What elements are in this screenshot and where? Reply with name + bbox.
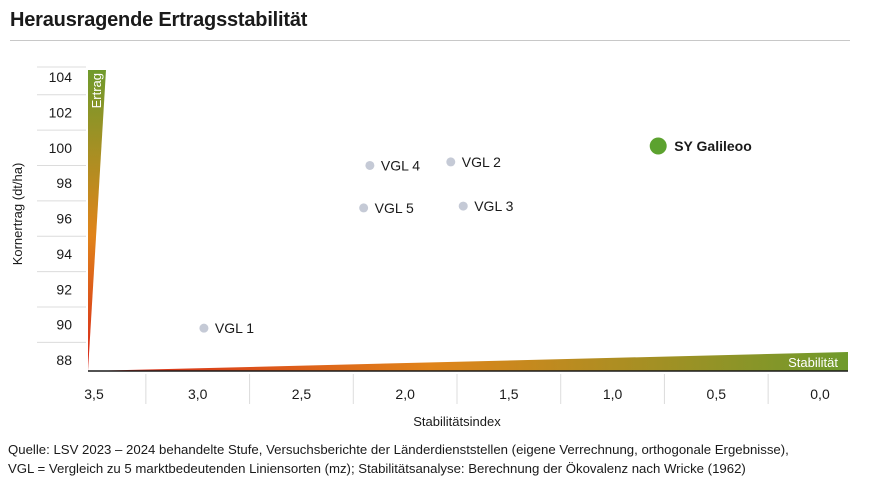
y-tick-label: 102	[49, 104, 73, 120]
y-tick-label: 100	[49, 140, 73, 156]
x-tick-label: 0,0	[810, 386, 830, 402]
data-point-label: VGL 3	[474, 198, 513, 214]
data-point-label: VGL 2	[462, 154, 501, 170]
x-tick-label: 3,5	[84, 386, 104, 402]
y-axis-ticks: 88 90 92 94 96 98 100 102 104	[37, 66, 86, 368]
x-axis-ticks: 3,5 3,0 2,5 2,0 1,5 1,0 0,5 0,0	[84, 374, 830, 404]
y-axis-label: Kornertrag (dt/ha)	[10, 163, 25, 266]
data-points: SY Galileoo VGL 4 VGL 2 VGL 5 VGL 3 VGL 1	[199, 137, 752, 336]
data-point-marker	[199, 323, 209, 333]
y-tick-label: 104	[49, 69, 73, 85]
data-point-marker	[359, 203, 369, 213]
y-tick-label: 94	[56, 246, 72, 262]
x-tick-label: 1,5	[499, 386, 519, 402]
x-tick-label: 2,5	[292, 386, 312, 402]
y-tick-label: 96	[56, 211, 72, 227]
data-point-label: SY Galileoo	[674, 138, 752, 154]
title-divider	[10, 40, 850, 41]
data-point: VGL 2	[446, 154, 501, 170]
stabilitaet-arrow-label: Stabilität	[788, 355, 838, 370]
ertrag-arrow-label: Ertrag	[89, 73, 104, 108]
y-tick-label: 98	[56, 175, 72, 191]
ertrag-arrow	[88, 70, 106, 371]
data-point-marker	[458, 201, 468, 211]
data-point-marker	[446, 157, 456, 167]
data-point: VGL 5	[359, 200, 414, 216]
source-line-2: VGL = Vergleich zu 5 marktbedeutenden Li…	[8, 461, 746, 476]
source-note: Quelle: LSV 2023 – 2024 behandelte Stufe…	[8, 440, 868, 478]
scatter-chart: 88 90 92 94 96 98 100 102 104 3,5 3,0 2,5 2,0 1,5 1,0…	[10, 66, 848, 429]
page-title: Herausragende Ertragsstabilität	[10, 9, 308, 31]
x-tick-label: 1,0	[603, 386, 623, 402]
data-point-label: VGL 1	[215, 320, 254, 336]
x-axis-label: Stabilitätsindex	[413, 414, 501, 429]
x-tick-label: 2,0	[395, 386, 415, 402]
y-tick-label: 88	[56, 352, 72, 368]
source-line-1: Quelle: LSV 2023 – 2024 behandelte Stufe…	[8, 442, 789, 457]
data-point-marker-highlight	[649, 137, 667, 155]
data-point-label: VGL 4	[381, 157, 420, 173]
data-point-label: VGL 5	[375, 200, 414, 216]
data-point: VGL 1	[199, 320, 254, 336]
y-tick-label: 90	[56, 317, 72, 333]
data-point-marker	[365, 160, 375, 170]
stabilitaet-arrow	[88, 352, 848, 371]
data-point: VGL 3	[458, 198, 514, 214]
x-tick-label: 0,5	[707, 386, 727, 402]
y-tick-label: 92	[56, 281, 72, 297]
data-point: VGL 4	[365, 157, 420, 173]
x-tick-label: 3,0	[188, 386, 208, 402]
data-point: SY Galileoo	[649, 137, 752, 155]
